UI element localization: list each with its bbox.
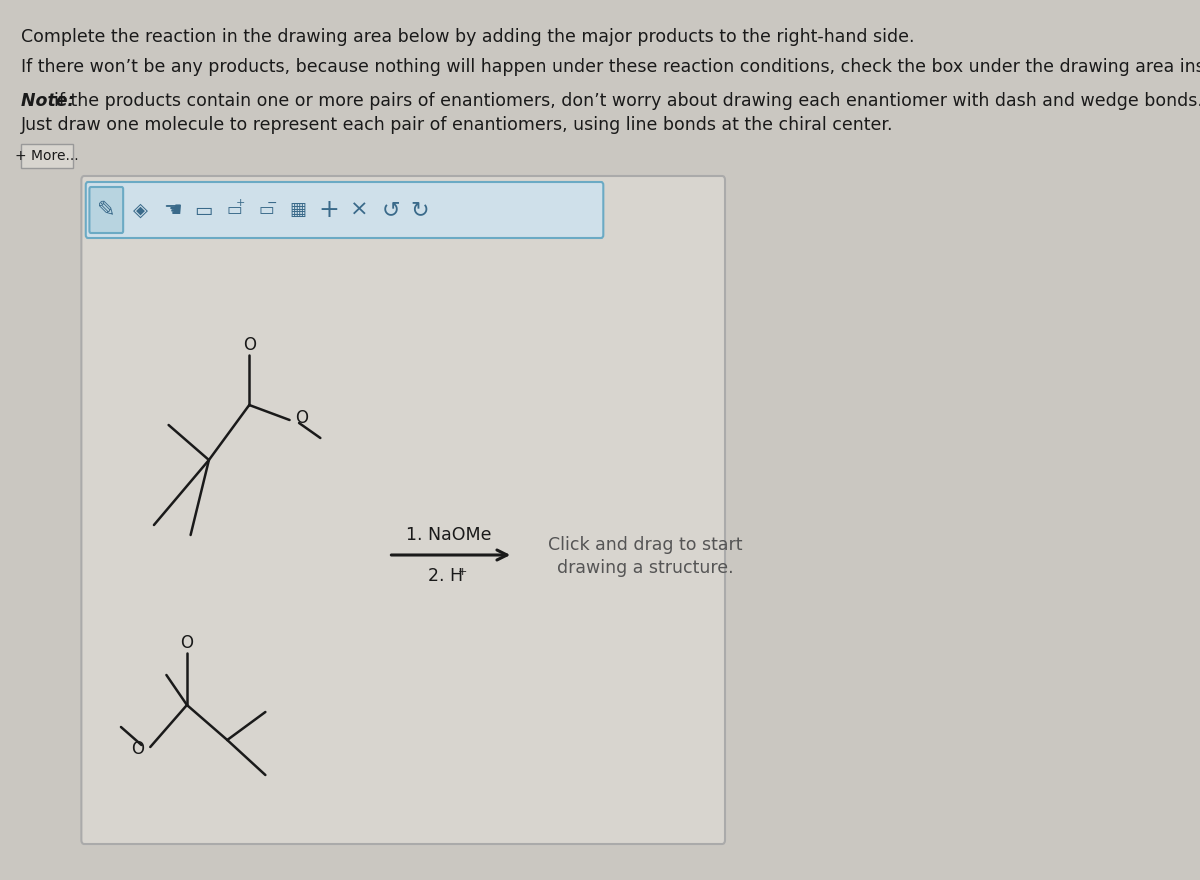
Text: ▭: ▭ [258,201,274,219]
Text: 2. H: 2. H [428,567,463,585]
Text: +: + [458,567,468,577]
Text: ✎: ✎ [97,200,115,220]
Text: O: O [132,740,144,758]
Text: O: O [295,409,307,427]
Text: O: O [242,336,256,354]
FancyBboxPatch shape [20,144,73,168]
Text: O: O [180,634,193,652]
FancyBboxPatch shape [90,187,124,233]
Text: ↺: ↺ [382,200,400,220]
Text: Note:: Note: [20,92,80,110]
Text: ▭: ▭ [227,201,242,219]
FancyBboxPatch shape [82,176,725,844]
Text: ▭: ▭ [194,201,212,219]
Text: drawing a structure.: drawing a structure. [557,559,733,577]
Text: ☚: ☚ [163,200,181,220]
Text: if the products contain one or more pairs of enantiomers, don’t worry about draw: if the products contain one or more pair… [54,92,1200,110]
Text: −: − [266,196,277,209]
Text: Click and drag to start: Click and drag to start [548,536,743,554]
FancyBboxPatch shape [85,182,604,238]
Text: Just draw one molecule to represent each pair of enantiomers, using line bonds a: Just draw one molecule to represent each… [20,116,893,134]
Text: Complete the reaction in the drawing area below by adding the major products to : Complete the reaction in the drawing are… [20,28,914,46]
Text: ◈: ◈ [133,201,149,219]
Text: +: + [235,198,245,208]
Text: +: + [318,198,338,222]
Text: If there won’t be any products, because nothing will happen under these reaction: If there won’t be any products, because … [20,58,1200,76]
Text: ▦: ▦ [289,201,306,219]
Text: + More...: + More... [16,149,79,163]
Text: ×: × [350,200,368,220]
Text: ↻: ↻ [410,200,430,220]
Text: 1. NaOMe: 1. NaOMe [406,526,491,544]
